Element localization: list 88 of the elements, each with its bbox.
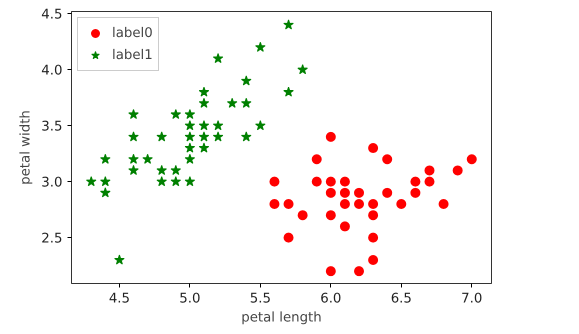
point — [438, 199, 449, 210]
point — [184, 176, 196, 186]
point — [100, 187, 111, 198]
point — [340, 199, 350, 210]
x-tick-label: 7.0 — [461, 292, 482, 306]
point — [170, 108, 182, 120]
point — [424, 165, 434, 176]
point — [241, 98, 252, 108]
point — [184, 120, 196, 130]
point — [198, 86, 210, 97]
point — [326, 176, 336, 187]
y-tick-label: 3.5 — [41, 120, 63, 135]
point — [410, 188, 420, 198]
point — [368, 143, 378, 154]
point — [452, 165, 463, 176]
point — [255, 120, 266, 130]
point — [298, 210, 308, 220]
point — [368, 210, 378, 220]
point — [156, 131, 167, 142]
point — [198, 131, 210, 142]
point — [255, 42, 266, 52]
point — [100, 154, 111, 164]
point — [326, 132, 336, 142]
x-tick-label: 5.5 — [250, 292, 271, 306]
point — [128, 154, 139, 164]
point — [312, 176, 322, 187]
point — [86, 176, 96, 186]
point — [100, 176, 111, 186]
point — [354, 199, 364, 210]
point — [354, 188, 364, 198]
point — [156, 176, 167, 186]
point — [184, 108, 196, 120]
point — [424, 176, 434, 187]
point — [354, 266, 364, 276]
point — [396, 199, 406, 210]
point — [283, 86, 294, 97]
point — [184, 131, 196, 142]
point — [326, 210, 336, 220]
y-axis-title: petal width — [18, 110, 34, 185]
point — [241, 131, 252, 142]
point — [198, 98, 210, 108]
point — [410, 176, 420, 187]
point — [212, 120, 224, 130]
point — [269, 176, 280, 187]
point — [368, 255, 378, 265]
point — [170, 176, 182, 186]
point — [284, 199, 294, 210]
x-tick-label: 4.5 — [108, 292, 130, 306]
point — [156, 164, 167, 175]
point — [198, 120, 210, 130]
point — [368, 232, 378, 243]
point — [226, 98, 238, 108]
x-tick-label: 6.5 — [390, 292, 412, 306]
point — [128, 131, 139, 142]
point — [283, 19, 294, 30]
point — [326, 188, 336, 198]
point — [128, 164, 139, 175]
point — [241, 75, 252, 86]
y-tick-label: 4.5 — [41, 8, 63, 23]
point — [340, 221, 350, 232]
point — [184, 154, 196, 164]
point — [114, 254, 125, 265]
legend-label: label1 — [112, 48, 153, 62]
point — [269, 199, 280, 210]
x-axis-title: petal length — [241, 310, 322, 326]
point — [198, 142, 210, 153]
point — [297, 64, 308, 74]
point — [128, 108, 139, 120]
point — [170, 164, 182, 175]
point — [340, 188, 350, 198]
x-tick-label: 5.0 — [179, 292, 200, 306]
y-tick-label: 2.5 — [41, 232, 63, 247]
point — [368, 199, 378, 210]
point — [382, 154, 392, 164]
point — [340, 176, 350, 187]
point — [142, 154, 153, 164]
point — [284, 232, 294, 243]
point — [212, 53, 224, 64]
point — [466, 154, 477, 164]
legend-label: label0 — [112, 26, 153, 40]
y-tick-label: 3.0 — [41, 176, 63, 191]
point — [184, 142, 196, 153]
point — [212, 131, 224, 142]
point — [312, 154, 322, 164]
point — [326, 266, 336, 276]
x-tick-label: 6.0 — [320, 292, 342, 306]
y-tick-label: 4.0 — [41, 64, 63, 79]
point — [382, 188, 392, 198]
